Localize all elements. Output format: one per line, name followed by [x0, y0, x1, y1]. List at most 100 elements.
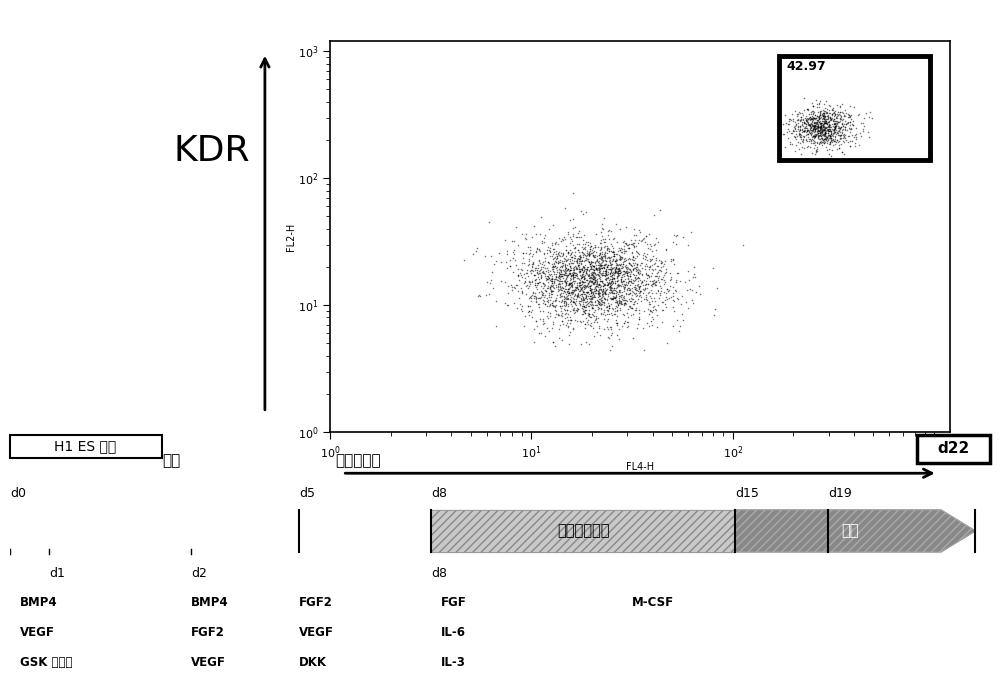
Point: [618, 262, 634, 273]
Point: [805, 130, 821, 141]
Point: [640, 279, 656, 289]
Point: [535, 294, 551, 305]
Point: [812, 113, 828, 124]
Point: [800, 120, 816, 131]
Point: [625, 332, 641, 343]
Point: [566, 276, 582, 287]
Point: [648, 275, 664, 286]
Point: [653, 274, 669, 285]
Point: [552, 272, 568, 283]
Point: [609, 271, 625, 282]
Point: [590, 288, 606, 299]
Point: [633, 292, 649, 303]
Point: [575, 300, 591, 311]
Point: [615, 292, 631, 303]
Point: [582, 276, 598, 287]
Point: [806, 122, 822, 133]
Point: [808, 122, 824, 133]
Point: [622, 285, 638, 296]
Point: [587, 292, 603, 303]
Point: [560, 248, 576, 259]
Point: [834, 147, 850, 158]
Point: [561, 266, 577, 277]
Point: [569, 253, 585, 264]
Point: [578, 290, 594, 301]
Point: [652, 205, 668, 216]
Point: [612, 259, 628, 270]
Point: [806, 138, 822, 149]
Point: [535, 277, 551, 288]
Point: [581, 248, 597, 259]
Point: [812, 117, 828, 128]
Point: [609, 296, 625, 307]
Point: [578, 299, 594, 310]
Point: [552, 268, 568, 279]
Point: [597, 233, 613, 244]
Point: [586, 264, 602, 275]
Point: [522, 244, 538, 255]
Point: [573, 206, 589, 217]
Point: [809, 137, 825, 147]
Point: [815, 120, 831, 131]
Point: [564, 287, 580, 298]
Point: [779, 126, 795, 137]
Point: [638, 293, 654, 304]
Point: [585, 292, 601, 303]
Point: [614, 290, 630, 301]
Point: [837, 115, 853, 126]
Point: [576, 248, 592, 259]
Point: [790, 123, 806, 134]
Point: [536, 259, 552, 270]
Point: [564, 281, 580, 292]
Point: [612, 268, 628, 279]
Point: [828, 111, 844, 122]
Point: [616, 281, 632, 292]
Point: [611, 298, 627, 309]
Point: [607, 293, 623, 304]
Point: [549, 274, 565, 285]
Point: [595, 281, 611, 292]
Point: [544, 272, 560, 283]
Point: [600, 279, 616, 289]
Point: [815, 134, 831, 145]
Point: [599, 244, 615, 255]
Point: [541, 245, 557, 256]
Point: [648, 277, 664, 288]
Point: [807, 140, 823, 151]
Point: [528, 246, 544, 257]
Point: [860, 127, 876, 138]
Point: [576, 306, 592, 317]
Point: [822, 131, 838, 142]
Point: [558, 268, 574, 279]
Point: [832, 114, 848, 125]
Point: [815, 125, 831, 136]
Point: [677, 276, 693, 287]
Text: 原条: 原条: [163, 453, 181, 468]
Point: [590, 257, 606, 268]
Point: [821, 99, 837, 110]
Text: DKK: DKK: [299, 656, 327, 669]
Point: [576, 279, 592, 290]
Point: [558, 250, 574, 261]
Point: [817, 102, 833, 113]
Point: [798, 110, 814, 121]
Point: [823, 133, 839, 144]
Point: [592, 263, 608, 274]
Point: [824, 134, 840, 145]
Point: [569, 283, 585, 294]
Point: [562, 262, 578, 273]
Point: [582, 264, 598, 275]
Point: [597, 259, 613, 270]
Point: [579, 293, 595, 304]
Point: [577, 319, 593, 330]
Point: [795, 134, 811, 145]
Point: [649, 261, 665, 272]
Point: [548, 246, 564, 257]
Point: [629, 272, 645, 283]
Point: [571, 276, 587, 287]
Point: [644, 320, 660, 331]
Point: [558, 294, 574, 305]
Point: [822, 133, 838, 144]
Point: [820, 117, 836, 128]
Point: [608, 255, 624, 266]
